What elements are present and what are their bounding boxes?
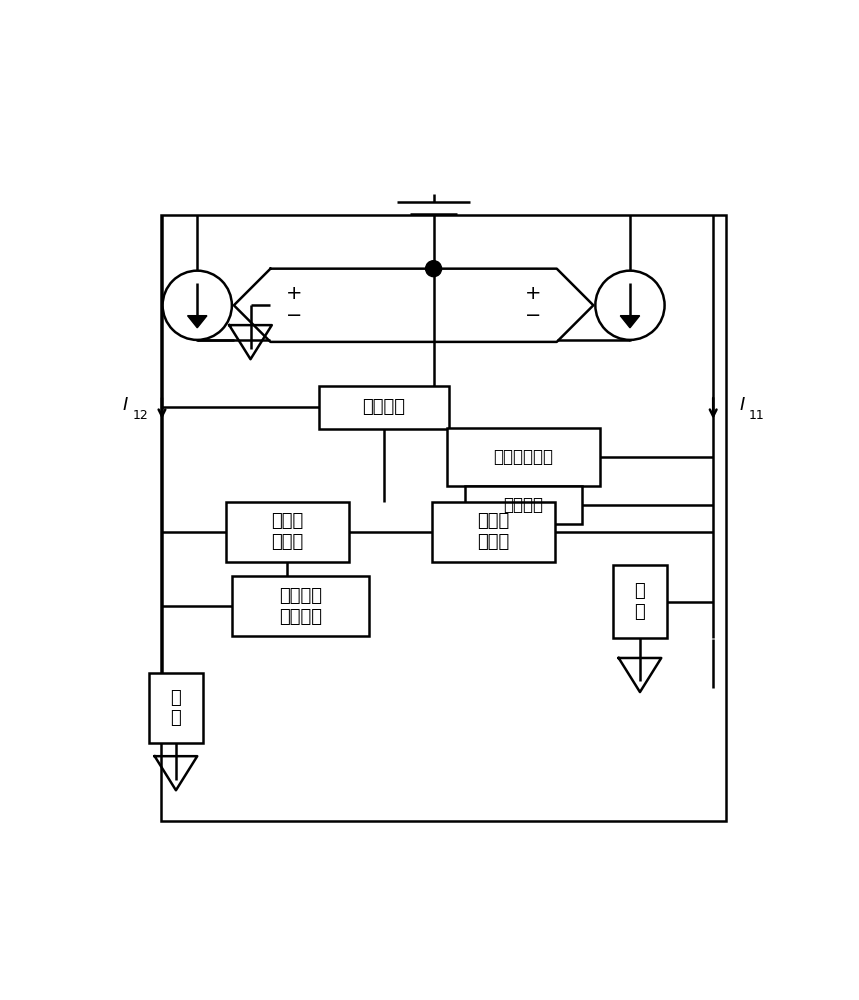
Polygon shape [187, 316, 207, 328]
Text: 电
阻: 电 阻 [171, 689, 181, 727]
Text: 恒流恒
压电路: 恒流恒 压电路 [271, 512, 303, 551]
Bar [161, 215, 727, 821]
Text: 12: 12 [132, 409, 149, 422]
Text: 饱和检测电路: 饱和检测电路 [493, 448, 553, 466]
Polygon shape [234, 269, 594, 342]
Bar [319, 386, 448, 429]
Text: I: I [122, 396, 127, 414]
Circle shape [425, 261, 442, 277]
Bar [466, 486, 582, 524]
Text: 恒压控
制电路: 恒压控 制电路 [478, 512, 509, 551]
Text: 最小电流
限制电路: 最小电流 限制电路 [279, 587, 322, 626]
Bar [232, 576, 369, 636]
Text: 电
池: 电 池 [635, 582, 645, 621]
Bar [149, 673, 203, 743]
Text: 11: 11 [748, 409, 765, 422]
Bar [226, 502, 349, 562]
Text: I: I [740, 396, 745, 414]
Polygon shape [620, 316, 640, 328]
Text: +: + [525, 284, 542, 303]
Text: 时钟电路: 时钟电路 [503, 496, 544, 514]
Bar [447, 428, 600, 486]
Bar [612, 565, 667, 638]
Text: −: − [285, 306, 302, 325]
Text: −: − [525, 306, 542, 325]
Text: 开关电路: 开关电路 [362, 398, 405, 416]
Circle shape [162, 271, 232, 340]
Bar [432, 502, 555, 562]
Text: +: + [285, 284, 302, 303]
Circle shape [595, 271, 665, 340]
